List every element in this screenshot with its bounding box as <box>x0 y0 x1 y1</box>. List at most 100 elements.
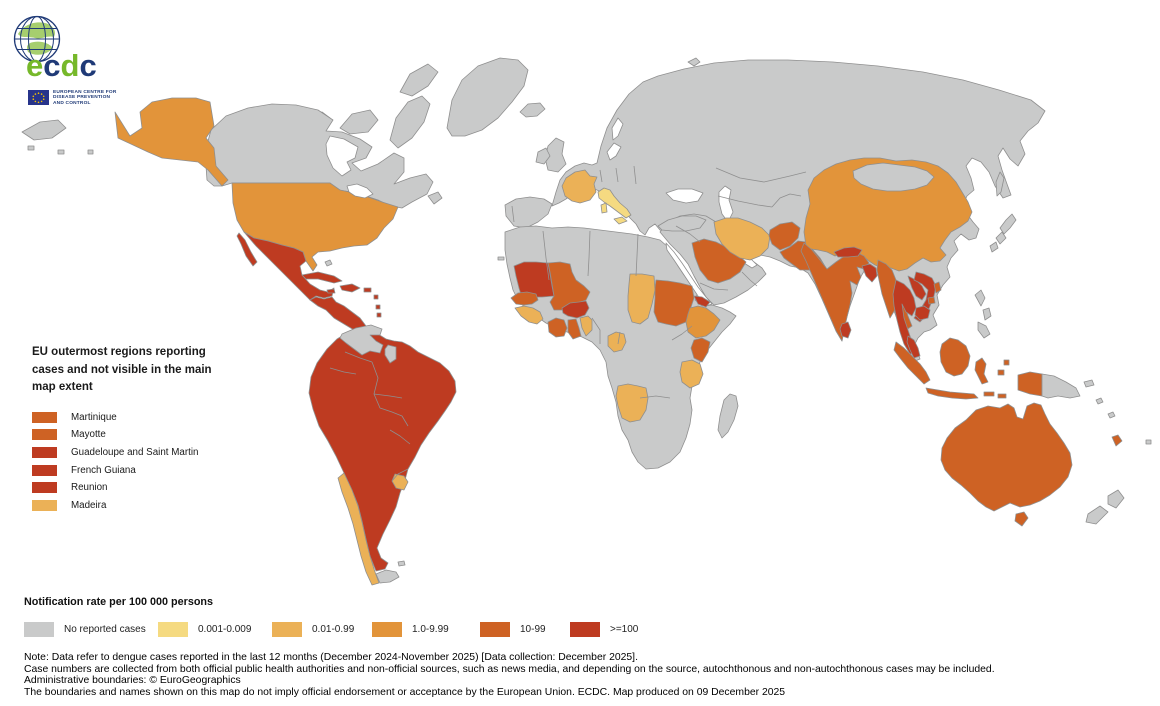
legend-swatch <box>272 622 302 637</box>
ecdc-wordmark-letter: e <box>26 48 44 83</box>
region-japan <box>989 213 1017 253</box>
region-togo-benin <box>579 315 593 337</box>
legend-label: Madeira <box>71 499 107 511</box>
region-new-zealand <box>1085 489 1125 525</box>
baltic-sea <box>606 117 624 161</box>
region-sri-lanka <box>839 321 852 339</box>
outermost-legend-item: Guadeloupe and Saint Martin <box>32 444 242 462</box>
region-papua-new-guinea <box>1041 373 1095 399</box>
region-vietnam <box>913 271 937 323</box>
legend-swatch <box>32 446 57 458</box>
note-line-1: Note: Data refer to dengue cases reporte… <box>24 652 638 663</box>
region-angola <box>615 383 649 423</box>
region-baja <box>236 232 258 267</box>
region-arctic-islands <box>309 63 439 149</box>
region-taiwan <box>933 281 942 294</box>
rate-legend: Notification rate per 100 000 persons No… <box>24 596 924 637</box>
rate-legend-item: 1.0-9.99 <box>372 622 480 637</box>
ecdc-wordmark: ecdc <box>26 50 97 81</box>
great-lakes <box>346 183 374 199</box>
rate-legend-items: No reported cases 0.001-0.009 0.01-0.99 1.0… <box>24 622 924 637</box>
legend-label: Mayotte <box>71 429 106 441</box>
region-venezuela <box>339 324 384 356</box>
legend-label: Reunion <box>71 482 108 494</box>
region-new-caledonia <box>1111 434 1123 447</box>
legend-swatch <box>480 622 510 637</box>
note-line-4: The boundaries and names shown on this m… <box>24 686 786 698</box>
legend-swatch <box>32 464 57 476</box>
region-greenland <box>446 57 529 137</box>
region-cambodia <box>914 305 931 321</box>
legend-swatch <box>24 622 54 637</box>
map-notes: Note: Data refer to dengue cases reporte… <box>24 652 1144 698</box>
region-mongolia <box>852 162 935 192</box>
region-chile <box>337 472 380 586</box>
ecdc-wordmark-letter: c <box>43 48 61 83</box>
region-thailand <box>892 279 917 355</box>
region-lesser-sunda-moluccas <box>983 359 1010 399</box>
region-madagascar <box>717 393 739 439</box>
outermost-legend-title: EU outermost regions reporting cases and… <box>32 346 212 393</box>
legend-swatch <box>372 622 402 637</box>
region-senegal <box>510 291 539 306</box>
region-tierra-del-fuego <box>375 560 406 584</box>
ecdc-logo: ecdc EUROPEAN CENTRE FOR DISEASE PREVENTI… <box>10 12 160 106</box>
rate-legend-item: 0.001-0.009 <box>158 622 272 637</box>
region-iceland <box>519 102 546 118</box>
region-tasmania <box>1014 511 1029 527</box>
legend-label: No reported cases <box>64 624 146 635</box>
region-borneo <box>939 337 971 377</box>
region-pacific-islands <box>1095 397 1152 445</box>
rate-legend-title: Notification rate per 100 000 persons <box>24 596 214 608</box>
rate-legend-item: 0.01-0.99 <box>272 622 372 637</box>
legend-label: 1.0-9.99 <box>412 624 449 635</box>
region-ghana <box>567 318 582 340</box>
note-line-3: Administrative boundaries: © EuroGeograp… <box>24 675 241 687</box>
legend-swatch <box>32 499 57 511</box>
region-sumatra <box>893 341 931 385</box>
region-aleutians <box>27 145 94 155</box>
region-iberia <box>504 196 553 229</box>
region-italy <box>597 187 632 225</box>
region-hainan <box>927 296 936 305</box>
region-newfoundland <box>427 191 443 205</box>
legend-label: >=100 <box>610 624 639 635</box>
legend-label: French Guiana <box>71 464 136 476</box>
region-java <box>925 387 979 400</box>
region-eritrea <box>693 295 711 308</box>
region-turkey <box>657 215 707 232</box>
legend-swatch <box>158 622 188 637</box>
region-saudi-arabia <box>691 238 747 284</box>
region-guinea <box>514 305 544 325</box>
region-australia <box>940 402 1073 512</box>
region-suriname <box>384 344 397 364</box>
caspian-sea <box>718 185 734 223</box>
region-nepal <box>833 246 863 258</box>
red-sea <box>665 242 713 307</box>
region-siberia-fragment <box>21 119 67 141</box>
rate-legend-item: No reported cases <box>24 622 158 637</box>
ecdc-globe-icon <box>13 15 61 63</box>
outermost-legend-item: Reunion <box>32 479 242 497</box>
ecdc-wordmark-letter: c <box>79 48 97 83</box>
eu-flag-icon <box>28 90 49 105</box>
outermost-legend-items: Martinique Mayotte Guadeloupe and Saint Ma… <box>32 409 242 515</box>
legend-label: Martinique <box>71 411 117 423</box>
region-malaysia-peninsula <box>906 335 921 359</box>
region-cuba <box>301 271 343 284</box>
rate-legend-item: 10-99 <box>480 622 570 637</box>
legend-label: 0.001-0.009 <box>198 624 252 635</box>
legend-label: 0.01-0.99 <box>312 624 355 635</box>
region-afghanistan <box>768 221 801 251</box>
region-burkina-faso <box>561 300 590 319</box>
region-papua-indonesia <box>1017 371 1043 397</box>
region-bahamas <box>324 259 333 267</box>
region-ireland <box>535 147 551 165</box>
region-tanzania <box>679 359 704 389</box>
region-kenya <box>690 337 711 363</box>
region-south-america-main <box>308 328 457 572</box>
region-sakhalin <box>995 171 1005 197</box>
note-line-2: Case numbers are collected from both off… <box>24 663 995 675</box>
region-philippines <box>974 289 992 339</box>
outermost-regions-legend: EU outermost regions reporting cases and… <box>32 344 242 514</box>
